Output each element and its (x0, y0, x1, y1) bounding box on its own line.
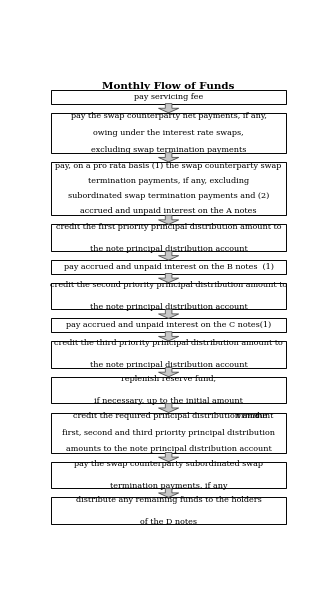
Text: accrued and unpaid interest on the A notes: accrued and unpaid interest on the A not… (80, 207, 257, 215)
Bar (51, 462, 286, 488)
Text: the note principal distribution account: the note principal distribution account (90, 245, 247, 253)
Bar (51, 341, 286, 368)
Bar (51, 90, 286, 104)
Text: pay the swap counterparty subordinated swap: pay the swap counterparty subordinated s… (74, 460, 263, 468)
Bar (51, 413, 286, 452)
Text: owing under the interest rate swaps,: owing under the interest rate swaps, (93, 129, 244, 137)
Text: pay the swap counterparty net payments, if any,: pay the swap counterparty net payments, … (71, 112, 266, 120)
Bar (51, 260, 286, 273)
Polygon shape (159, 488, 179, 498)
Polygon shape (159, 215, 179, 224)
Bar (51, 113, 286, 153)
Polygon shape (159, 310, 179, 318)
Polygon shape (159, 273, 179, 283)
Text: credit the second priority principal distribution amount to: credit the second priority principal dis… (50, 281, 287, 289)
Bar (51, 224, 286, 251)
Text: pay servicing fee: pay servicing fee (134, 93, 203, 101)
Polygon shape (159, 104, 179, 113)
Bar (51, 377, 286, 403)
Text: Monthly Flow of Funds: Monthly Flow of Funds (102, 82, 235, 91)
Bar (51, 162, 286, 215)
Polygon shape (159, 153, 179, 162)
Text: credit the third priority principal distribution amount to: credit the third priority principal dist… (54, 339, 283, 347)
Text: replenish reserve fund,: replenish reserve fund, (121, 375, 216, 383)
Text: termination payments, if any, excluding: termination payments, if any, excluding (88, 177, 249, 185)
Bar (51, 498, 286, 524)
Text: credit the required principal distribution amount: credit the required principal distributi… (73, 412, 273, 420)
Text: the: the (255, 412, 268, 420)
Text: if necessary, up to the initial amount: if necessary, up to the initial amount (94, 397, 243, 405)
Text: pay accrued and unpaid interest on the B notes  (1): pay accrued and unpaid interest on the B… (63, 263, 274, 271)
Text: termination payments, if any: termination payments, if any (110, 482, 227, 490)
Text: pay, on a pro rata basis (1) the swap counterparty swap: pay, on a pro rata basis (1) the swap co… (55, 162, 282, 170)
Polygon shape (159, 452, 179, 462)
Bar (51, 283, 286, 310)
Text: first, second and third priority principal distribution: first, second and third priority princip… (62, 429, 275, 436)
Text: subordinated swap termination payments and (2): subordinated swap termination payments a… (68, 192, 269, 200)
Text: the note principal distribution account: the note principal distribution account (90, 303, 247, 311)
Text: distribute any remaining funds to the holders: distribute any remaining funds to the ho… (76, 496, 262, 503)
Bar (51, 318, 286, 332)
Polygon shape (159, 403, 179, 413)
Polygon shape (159, 251, 179, 260)
Polygon shape (159, 332, 179, 341)
Text: credit the first priority principal distribution amount to: credit the first priority principal dist… (56, 222, 281, 231)
Text: minus: minus (235, 412, 260, 420)
Text: excluding swap termination payments: excluding swap termination payments (91, 146, 246, 154)
Text: pay accrued and unpaid interest on the C notes(1): pay accrued and unpaid interest on the C… (66, 321, 271, 329)
Text: the note principal distribution account: the note principal distribution account (90, 362, 247, 369)
Polygon shape (159, 368, 179, 377)
Text: amounts to the note principal distribution account: amounts to the note principal distributi… (66, 445, 271, 453)
Text: of the D notes: of the D notes (140, 518, 197, 526)
